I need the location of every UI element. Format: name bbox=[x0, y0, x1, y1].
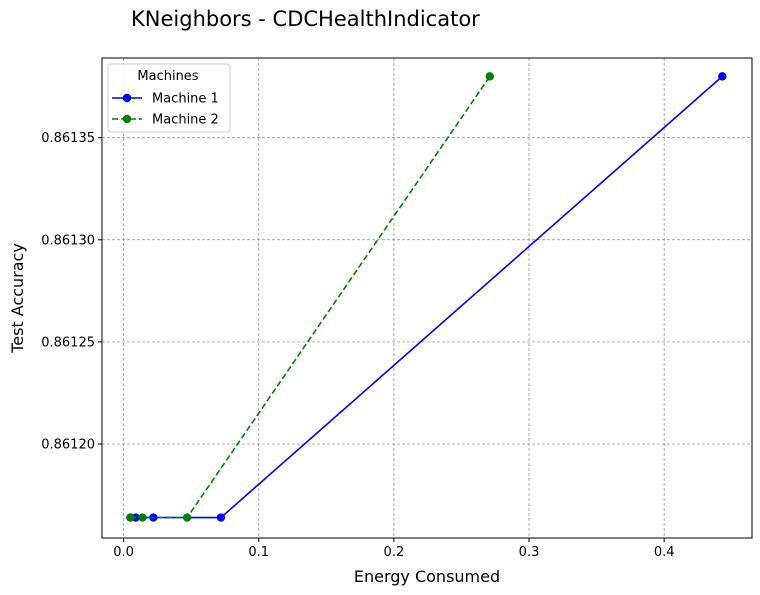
series-2 bbox=[126, 72, 495, 522]
data-point bbox=[718, 72, 727, 81]
legend-marker bbox=[122, 114, 132, 124]
legend-title: Machines bbox=[137, 69, 198, 84]
x-tick-label: 0.2 bbox=[384, 545, 405, 560]
x-axis-label: Energy Consumed bbox=[354, 567, 500, 586]
y-tick-label: 0.86125 bbox=[41, 335, 95, 350]
legend-label: Machine 2 bbox=[152, 113, 219, 128]
y-tick-label: 0.86130 bbox=[41, 233, 95, 248]
x-tick-label: 0.1 bbox=[248, 545, 269, 560]
series-line bbox=[130, 75, 491, 519]
legend-box bbox=[107, 63, 231, 133]
legend: Machines Machine 1 Machine 2 bbox=[107, 63, 231, 133]
data-point bbox=[485, 72, 495, 81]
plot-area bbox=[101, 57, 753, 539]
series-layer bbox=[126, 72, 727, 522]
data-point bbox=[216, 513, 226, 522]
y-axis-label: Test Accuracy bbox=[8, 243, 27, 354]
x-axis-ticks: 0.0 0.1 0.2 0.3 0.4 bbox=[113, 538, 675, 560]
series-line bbox=[130, 75, 723, 519]
data-point bbox=[182, 513, 192, 522]
data-point bbox=[126, 513, 135, 522]
x-tick-label: 0.4 bbox=[654, 545, 675, 560]
x-tick-label: 0.3 bbox=[519, 545, 540, 560]
legend-label: Machine 1 bbox=[152, 92, 219, 107]
data-point bbox=[138, 513, 147, 522]
y-axis-ticks: 0.86120 0.86125 0.86130 0.86135 bbox=[41, 131, 102, 453]
y-tick-label: 0.86135 bbox=[41, 131, 95, 146]
chart-title: KNeighbors - CDCHealthIndicator bbox=[131, 7, 480, 31]
grid bbox=[102, 58, 752, 538]
x-tick-label: 0.0 bbox=[113, 545, 134, 560]
legend-marker bbox=[122, 93, 132, 103]
series-1 bbox=[126, 72, 727, 522]
y-tick-label: 0.86120 bbox=[41, 438, 95, 453]
